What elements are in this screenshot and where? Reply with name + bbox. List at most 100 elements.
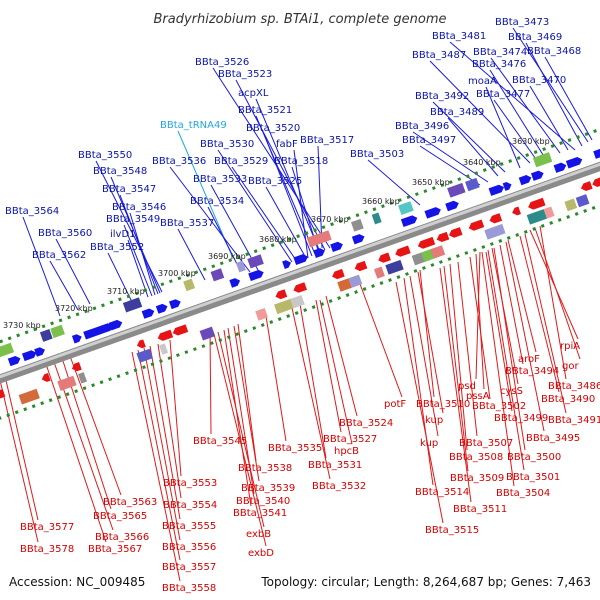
gene-label: BBta_3537 xyxy=(160,218,214,229)
gene-label: exbB xyxy=(246,529,271,540)
gene-box xyxy=(484,223,506,240)
leader-line xyxy=(291,307,331,480)
leader-line xyxy=(95,160,163,293)
gene-label: BBta_3492 xyxy=(415,91,469,102)
gene-box xyxy=(247,254,264,269)
gene-arrow xyxy=(293,254,308,266)
track-dot xyxy=(320,302,325,306)
leader-line xyxy=(489,69,546,159)
gene-arrow xyxy=(282,260,292,270)
track-dot xyxy=(245,252,250,257)
gene-label: BBta_3555 xyxy=(162,521,216,532)
gene-arrow xyxy=(592,176,600,187)
gene-label: BBta_3502 xyxy=(472,401,526,412)
gene-label: BBta_3524 xyxy=(339,418,393,429)
track-dot xyxy=(118,297,122,302)
track-dot xyxy=(311,305,316,309)
track-dot xyxy=(23,407,28,412)
leader-line xyxy=(499,244,524,365)
gene-label: potF xyxy=(384,399,406,410)
track-dot xyxy=(549,221,554,225)
gene-label: BBta_3532 xyxy=(312,481,366,492)
track-dot xyxy=(7,336,12,341)
track-dot xyxy=(211,264,216,269)
gene-label: BBta_3510 xyxy=(416,399,470,410)
gene-box xyxy=(255,307,268,321)
track-dot xyxy=(389,201,394,206)
leader-line xyxy=(395,281,444,524)
gene-label: BBta_3523 xyxy=(218,69,272,80)
gene-label: BBta_3517 xyxy=(300,135,354,146)
track-dot xyxy=(143,288,148,293)
gene-box xyxy=(199,326,216,341)
track-dot xyxy=(304,231,309,236)
leader-line xyxy=(325,295,358,417)
leader-line xyxy=(69,355,122,496)
gene-label: cysS xyxy=(500,386,523,397)
kbp-tick-label: 3680 kbp xyxy=(259,235,297,244)
gene-arrow xyxy=(502,182,512,191)
track-dot xyxy=(57,395,62,400)
track-dot xyxy=(584,132,589,136)
kbp-tick-labels: 3630 kbp 3640 kbp 3650 kbp 3660 kbp 3670 kbp… xyxy=(3,137,550,330)
track-dot xyxy=(160,282,165,287)
gene-arrow xyxy=(489,213,503,224)
gene-label: gor xyxy=(562,361,579,372)
leader-line xyxy=(217,331,265,528)
track-dot xyxy=(328,299,333,303)
leader-line xyxy=(409,275,439,437)
gene-box xyxy=(373,266,385,279)
track-dot xyxy=(151,285,156,290)
kbp-tick-label: 3650 kbp xyxy=(412,178,450,187)
gene-label: BBta_3563 xyxy=(103,497,157,508)
gene-label: BBta_3521 xyxy=(238,105,292,116)
track-dot xyxy=(379,281,384,285)
label-leader-lines xyxy=(0,27,593,582)
gene-box xyxy=(348,274,363,288)
track-dot xyxy=(515,233,520,237)
track-dot xyxy=(159,359,163,364)
track-dot xyxy=(347,216,351,221)
gene-arrow xyxy=(7,355,21,367)
track-dot xyxy=(58,318,63,323)
track-dot xyxy=(24,330,29,335)
leader-line xyxy=(544,56,593,141)
track-dot xyxy=(397,198,402,203)
gene-label: BBta_3514 xyxy=(415,487,469,498)
gene-label: BBta_3501 xyxy=(506,472,560,483)
gene-arrow xyxy=(351,234,365,245)
gene-label: BBta_3477 xyxy=(476,89,530,100)
track-dot xyxy=(287,237,292,242)
gene-label: BBta_3560 xyxy=(38,228,92,239)
leader-line xyxy=(519,235,560,393)
gene-label: BBta_3536 xyxy=(152,156,206,167)
leader-line xyxy=(317,145,323,249)
gene-label: pssA xyxy=(466,391,490,402)
gene-arrow xyxy=(275,289,288,300)
leader-line xyxy=(419,269,435,398)
gene-label: BBta_3481 xyxy=(432,31,486,42)
track-dot xyxy=(133,368,138,373)
leader-line xyxy=(217,149,293,263)
leader-line xyxy=(487,249,525,471)
gene-box xyxy=(398,201,414,215)
gene-label: BBta_3526 xyxy=(195,57,249,68)
track-dot xyxy=(362,287,367,291)
gene-label: hpcB xyxy=(334,446,359,457)
track-dot xyxy=(135,291,139,296)
track-dot xyxy=(345,293,350,297)
gene-label: BBta_3527 xyxy=(323,434,377,445)
gene-arrow xyxy=(488,184,505,196)
gene-label: BBta_3552 xyxy=(90,242,144,253)
track-dot xyxy=(218,338,223,343)
gene-label: BBta_3491 xyxy=(548,415,600,426)
leader-line xyxy=(419,145,481,186)
track-dot xyxy=(75,312,80,317)
leader-line xyxy=(4,375,39,521)
gene-box xyxy=(532,152,553,168)
gene-arrow xyxy=(378,252,391,263)
track-dot xyxy=(313,228,317,233)
leader-line xyxy=(265,186,307,259)
gene-arrow xyxy=(141,308,155,319)
